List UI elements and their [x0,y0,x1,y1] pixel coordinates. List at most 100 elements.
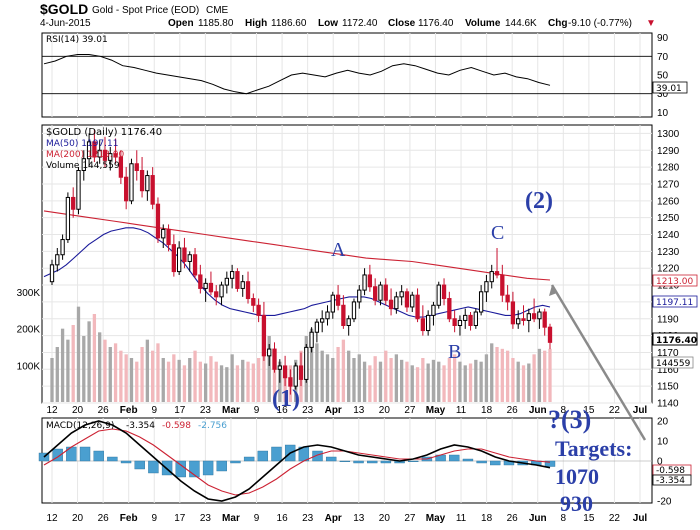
candle-body [531,313,537,320]
macd-hist-bar [79,446,91,462]
volume-bar [71,325,75,402]
candle-body [139,169,145,192]
macd-hist-bar [120,460,132,464]
volume-bar [389,358,393,402]
volume-bar [384,350,388,402]
candle-body [425,314,431,332]
candle-body [187,254,192,262]
close-value: 1176.40 [418,18,454,29]
candle-body [108,153,113,161]
chart-header: $GOLD Gold - Spot Price (EOD) CME 4-Jun-… [40,1,656,29]
macd-tick-label: 0 [657,457,663,468]
candle-body [415,294,420,320]
candle-body [547,326,553,343]
candle-body [516,318,521,325]
macd-legend-macd: -3.354 [126,421,155,431]
moving-averages [43,210,551,318]
candle-body [155,203,161,239]
chg-down-arrow-icon: ▼ [646,18,656,29]
volume-tick-label: 300K [17,288,41,299]
ma200-value-tag: 1213.00 [652,274,698,287]
close-label: Close [388,18,416,29]
volume-bar [458,361,462,402]
volume-bar [119,350,123,402]
volume-bar [219,365,224,402]
x-tick-label: Jun [529,405,547,416]
x-tick-label-bottom: 16 [277,513,289,524]
volume-bar [98,332,102,402]
candle-body [351,301,357,320]
macd-legend: MACD(12,26,9) -3.354 -0.598 -2.756 [46,421,227,431]
candle-body [65,196,71,241]
macd-hist-bar [380,460,392,464]
volume-bar [400,359,404,402]
price-tick-label: 1230 [657,247,680,258]
macd-hist-bar [257,450,269,462]
macd-hist-bar [312,450,323,462]
volume-bar [267,336,271,402]
candle-body [86,141,92,160]
x-tick-label-bottom: 22 [609,513,621,524]
rsi-tick-label: 30 [657,89,669,100]
wave-label-a: A [331,239,346,261]
price-tick-label: 1290 [657,146,680,157]
candle-body [214,291,219,298]
volume-bar [225,367,229,402]
candle-body [113,153,118,158]
volume-tick-label: 200K [17,325,41,336]
volume-bar [103,339,107,402]
volume-bar [352,358,356,402]
volume-bar [320,350,324,402]
volume-bar [214,361,218,402]
x-tick-label-bottom: 11 [456,513,467,524]
macd-tick-label: 20 [657,417,669,428]
candle-body [505,294,510,303]
price-legend: $GOLD (Daily) 1176.40 [46,127,162,138]
volume-bar [230,354,234,402]
target-1070: 1070 [555,464,599,489]
candle-body [441,284,447,300]
volume-bar [431,359,436,402]
x-tick-label: 9 [151,405,157,416]
candle-body [198,274,203,289]
volume-bar [55,347,59,402]
volume-bar [500,348,504,402]
candle-body [484,281,489,293]
volume-bar [331,358,335,402]
macd-hist-bar [408,460,419,463]
price-tick-label: 1270 [657,179,680,190]
volume-bar [198,361,202,402]
macd-hist-bar [353,460,364,464]
price-tick-label: 1160 [657,365,679,376]
candle-body [208,282,214,293]
volume-bar [92,314,97,402]
volume-bar [256,358,261,402]
macd-hist-bar [339,460,351,463]
candle-body [404,291,410,308]
x-tick-label-bottom: 26 [98,513,110,524]
volume-bar [484,354,489,402]
candle-body [245,281,251,300]
volume-bar [156,343,160,402]
x-tick-label-bottom: 26 [507,513,519,524]
candle-body [410,294,415,308]
volume-bar [479,361,483,402]
macd-panel-frame [41,417,653,504]
macd-legend-prefix: MACD(12,26,9) [46,421,114,431]
volume-bar [87,321,91,402]
volume-bar [415,367,420,402]
candle-body [49,264,55,283]
macd-legend-hist: -2.756 [198,421,227,431]
candle-body [304,346,309,380]
macd-tick-label: 10 [657,437,669,448]
macd-hist-bar [134,460,145,470]
x-tick-label-bottom: 20 [72,513,84,524]
macd-hist-bar [367,460,378,464]
candle-body [521,318,526,321]
projection-arrow-head-icon [549,285,557,296]
candle-body [102,149,108,161]
volume-bar [378,361,383,402]
x-tick-label: 20 [379,405,391,416]
x-tick-label-bottom: 20 [379,513,391,524]
